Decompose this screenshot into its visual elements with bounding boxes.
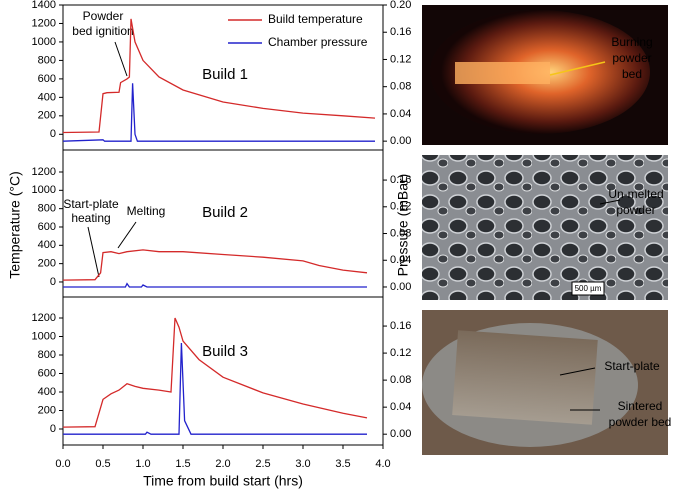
scale-bar: 500 µm: [575, 284, 602, 293]
y2-tick-label: 0.12: [390, 201, 411, 213]
x-tick-label: 0.0: [55, 458, 70, 470]
y2-tick-label: 0.04: [390, 108, 411, 120]
chart-title: Build 3: [202, 343, 248, 360]
y-tick-label: 600: [38, 221, 56, 233]
y2-tick-label: 0.00: [390, 428, 411, 440]
y-tick-label: 400: [38, 239, 56, 251]
y-tick-label: 1200: [32, 166, 56, 178]
y2-tick-label: 0.00: [390, 281, 411, 293]
y2-tick-label: 0.08: [390, 81, 411, 93]
y2-tick-label: 0.20: [390, 0, 411, 11]
series-line: [62, 83, 375, 142]
photo-micrograph: 500 µm Un-melted powder: [422, 155, 668, 300]
series-line: [63, 282, 367, 288]
y-tick-label: 1000: [32, 330, 56, 342]
series-line: [62, 317, 368, 428]
x-tick-label: 2.5: [255, 458, 270, 470]
y2-tick-label: 0.04: [390, 401, 411, 413]
chart-title: Build 2: [202, 204, 248, 221]
y-tick-label: 800: [38, 349, 56, 361]
y-tick-label: 1200: [32, 312, 56, 324]
photo-label: Sintered: [618, 399, 663, 413]
photo-label: Start-plate: [604, 359, 660, 373]
photo-burning: Burning powder bed: [422, 5, 668, 145]
y-tick-label: 400: [38, 386, 56, 398]
series-line: [62, 249, 368, 281]
y2-tick-label: 0.08: [390, 374, 411, 386]
y2-tick-label: 0.08: [390, 227, 411, 239]
x-tick-label: 1.0: [135, 458, 150, 470]
legend-label: Chamber pressure: [268, 35, 368, 49]
y-tick-label: 0: [50, 276, 56, 288]
y2-tick-label: 0.12: [390, 53, 411, 65]
y2-tick-label: 0.04: [390, 254, 411, 266]
x-tick-label: 4.0: [375, 458, 390, 470]
y-tick-label: 200: [38, 404, 56, 416]
y-tick-label: 200: [38, 110, 56, 122]
y-tick-label: 1200: [32, 17, 56, 29]
plot-frame: [62, 296, 384, 446]
y2-tick-label: 0.16: [390, 174, 411, 186]
y-tick-label: 400: [38, 91, 56, 103]
chart-title: Build 1: [202, 66, 248, 83]
annotation: heating: [71, 211, 110, 225]
photo-label: powder: [612, 51, 651, 65]
y-tick-label: 1400: [32, 0, 56, 11]
x-tick-label: 1.5: [175, 458, 190, 470]
annotation: bed ignition: [72, 24, 133, 38]
y2-tick-label: 0.16: [390, 320, 411, 332]
series-line: [63, 342, 367, 435]
annotation: Powder: [83, 9, 124, 23]
annotation: Start-plate: [63, 197, 119, 211]
y-tick-label: 1000: [32, 36, 56, 48]
y2-tick-label: 0.12: [390, 347, 411, 359]
y-tick-label: 600: [38, 367, 56, 379]
photo-label: Burning: [611, 35, 652, 49]
annotation: Melting: [127, 204, 166, 218]
y-tick-label: 800: [38, 54, 56, 66]
photo-label: bed: [622, 67, 642, 81]
y-tick-label: 800: [38, 203, 56, 215]
photo-label: powder bed: [609, 415, 672, 429]
photo-label: Un-melted: [608, 187, 663, 201]
plot-frame: [62, 149, 384, 298]
y2-axis-label: Pressure (mBar): [395, 174, 411, 277]
y-axis-label: Temperature (°C): [7, 171, 23, 279]
photo-label: powder: [616, 203, 655, 217]
y-tick-label: 0: [50, 128, 56, 140]
x-tick-label: 2.0: [215, 458, 230, 470]
y-tick-label: 600: [38, 73, 56, 85]
y2-tick-label: 0.16: [390, 26, 411, 38]
y-tick-label: 0: [50, 423, 56, 435]
x-tick-label: 3.0: [295, 458, 310, 470]
x-tick-label: 0.5: [95, 458, 110, 470]
photo-startplate: Start-plate Sintered powder bed: [422, 310, 671, 455]
y-tick-label: 1000: [32, 184, 56, 196]
x-tick-label: 3.5: [335, 458, 350, 470]
y-tick-label: 200: [38, 258, 56, 270]
y2-tick-label: 0.00: [390, 135, 411, 147]
legend-label: Build temperature: [268, 12, 363, 26]
series-line: [62, 18, 376, 134]
x-axis-label: Time from build start (hrs): [143, 473, 303, 489]
